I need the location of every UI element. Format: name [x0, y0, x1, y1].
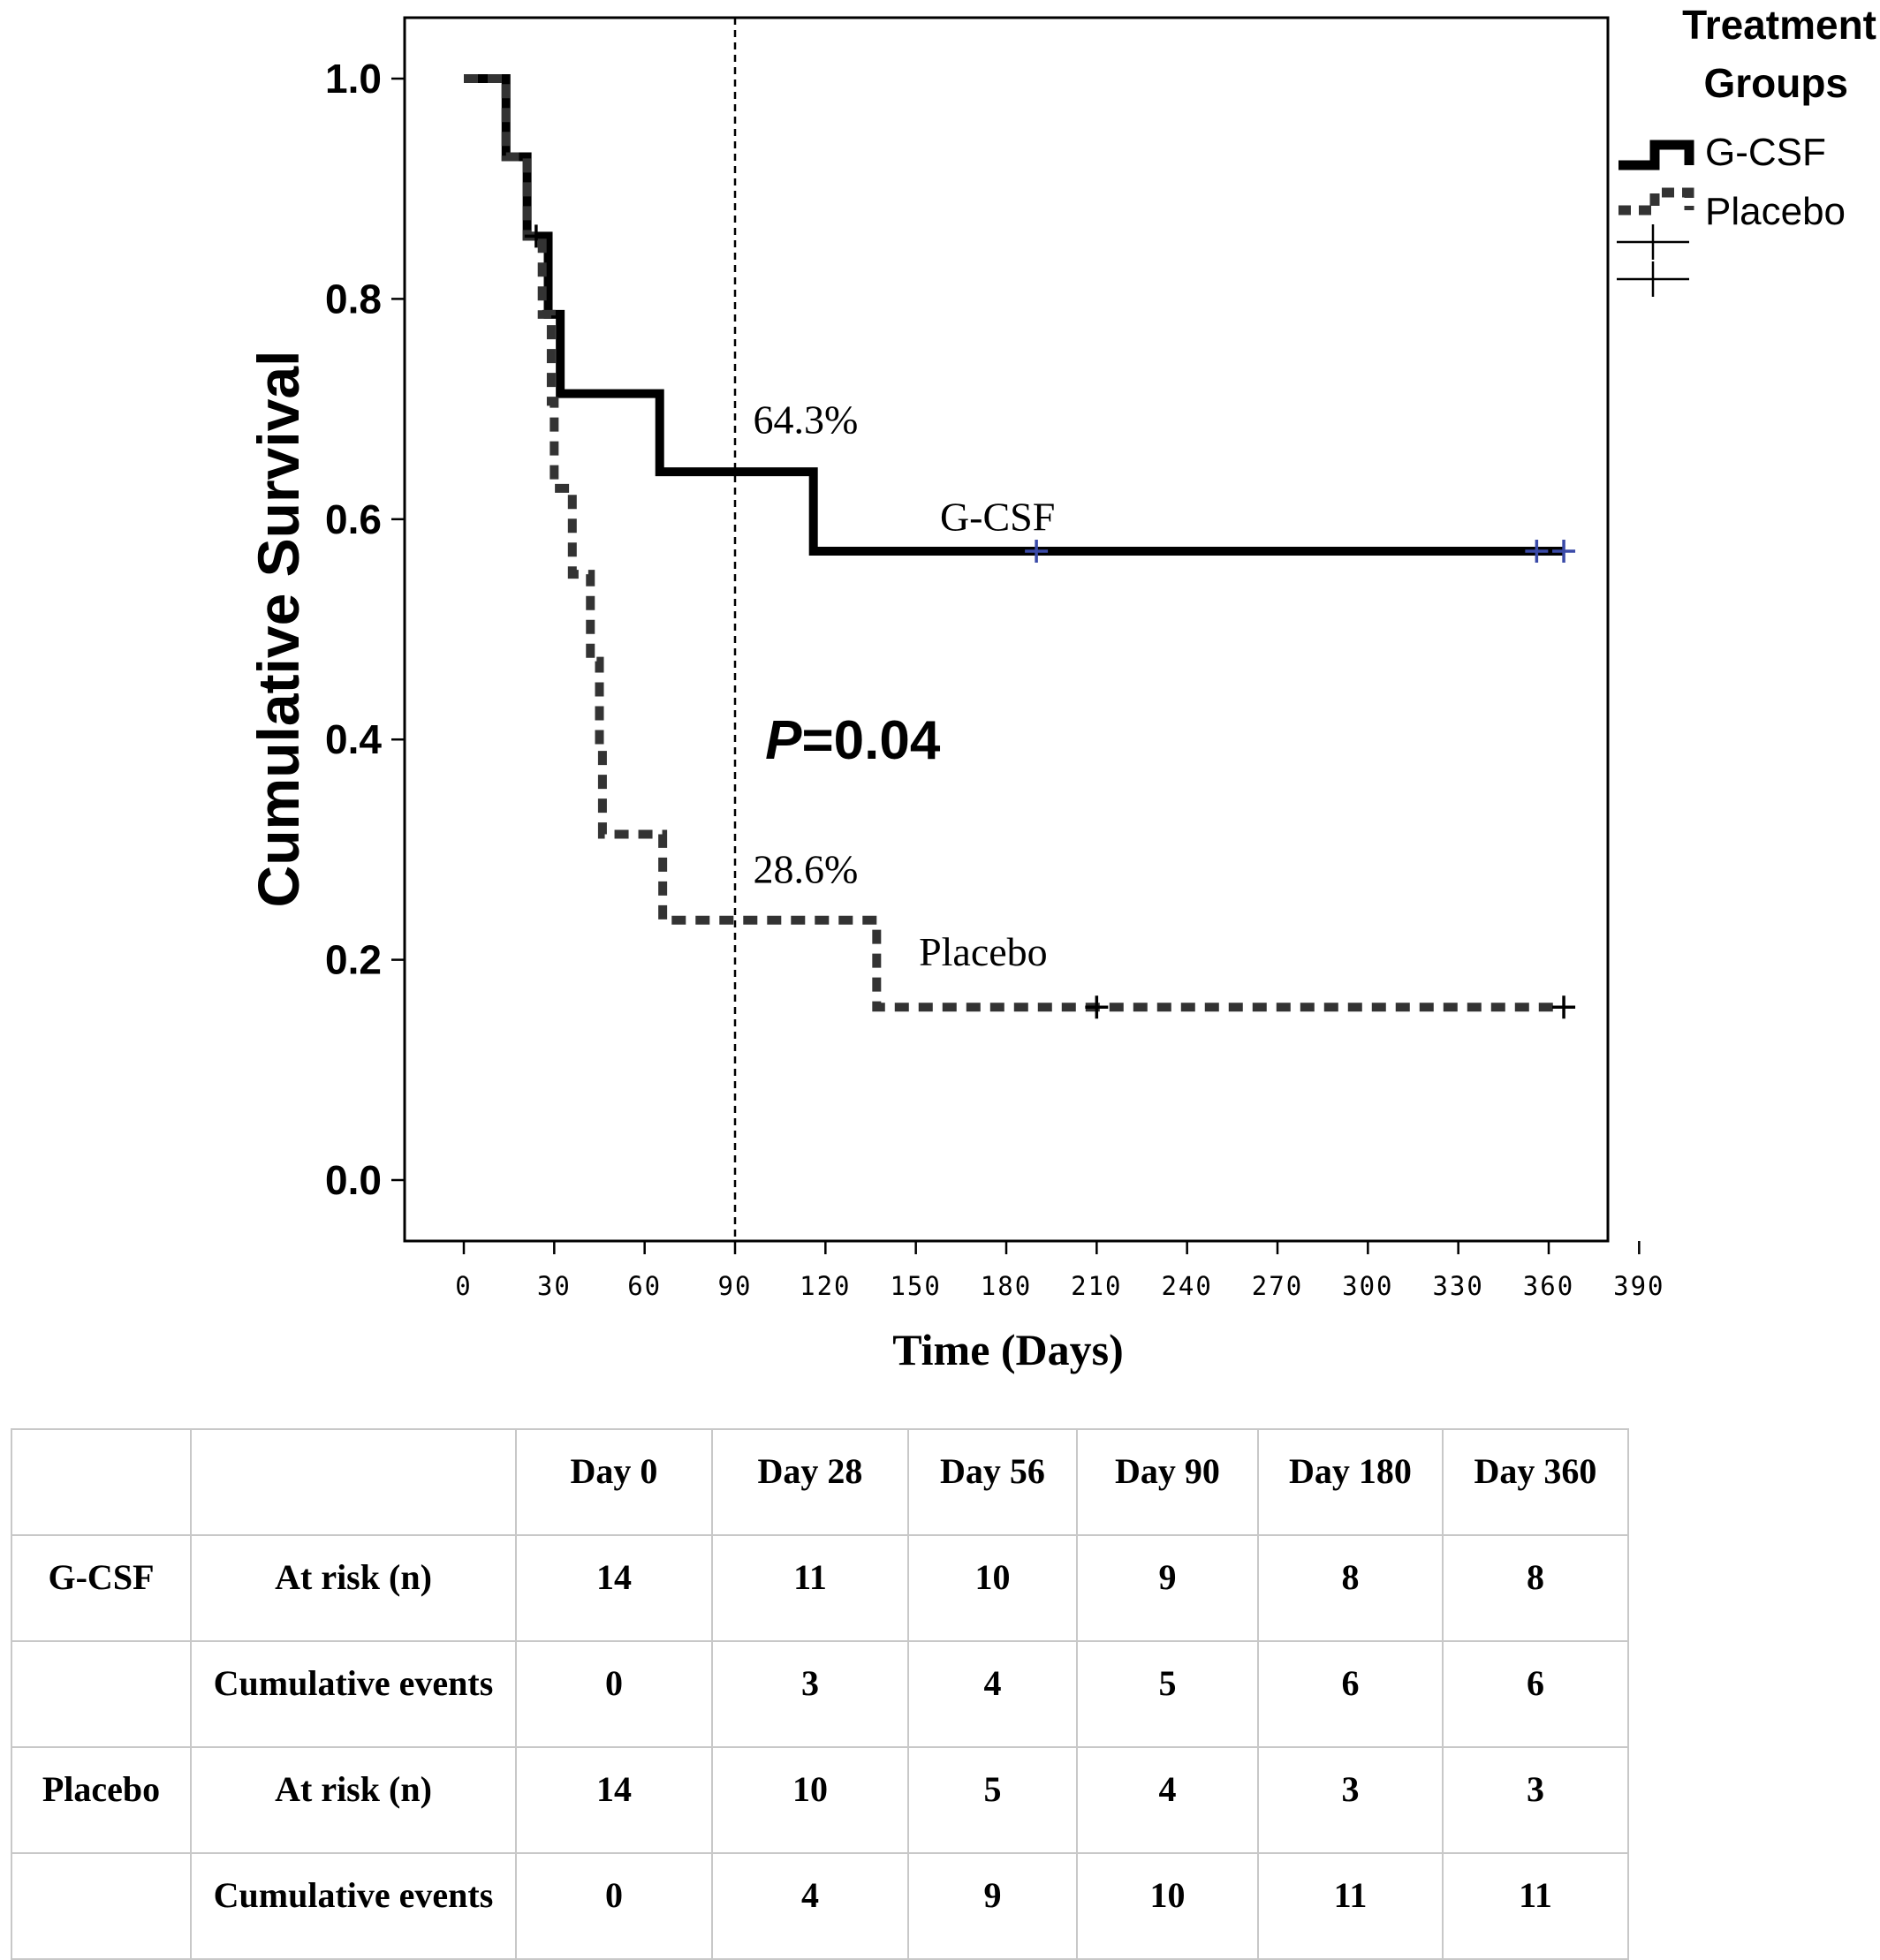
p-value-number: =0.04	[801, 710, 940, 771]
legend: Treatment Groups G-CSF Placebo	[1617, 2, 1876, 297]
header-cell: Day 180	[1257, 1428, 1444, 1536]
value-cell: 4	[711, 1852, 909, 1960]
header-cell: Day 0	[515, 1428, 713, 1536]
group-cell	[11, 1852, 192, 1960]
value-cell: 14	[515, 1746, 713, 1854]
censor-mark	[1085, 995, 1109, 1019]
value-cell: 0	[515, 1852, 713, 1960]
value-cell: 3	[711, 1640, 909, 1748]
x-tick-label: 150	[890, 1271, 941, 1301]
header-cell: Day 360	[1442, 1428, 1629, 1536]
plot-frame	[403, 16, 1610, 1243]
legend-title-line: Treatment	[1682, 2, 1876, 48]
header-cell	[11, 1428, 192, 1536]
x-tick-label: 210	[1071, 1271, 1122, 1301]
x-tick-label: 390	[1613, 1271, 1664, 1301]
series-line-g-csf	[464, 74, 1565, 556]
x-tick-label: 240	[1161, 1271, 1212, 1301]
x-tick-label: 300	[1342, 1271, 1393, 1301]
value-cell: 8	[1442, 1534, 1629, 1642]
censor-mark	[1525, 539, 1549, 563]
metric-cell: Cumulative events	[190, 1852, 517, 1960]
group-cell	[11, 1640, 192, 1748]
p-value-symbol: P	[765, 710, 802, 771]
value-cell: 0	[515, 1640, 713, 1748]
value-cell: 9	[907, 1852, 1078, 1960]
censor-mark	[1552, 539, 1576, 563]
value-cell: 5	[907, 1746, 1078, 1854]
value-cell: 9	[1076, 1534, 1259, 1642]
y-axis-label: Cumulative Survival	[246, 351, 311, 908]
value-cell: 4	[1076, 1746, 1259, 1854]
group-cell: G-CSF	[11, 1534, 192, 1642]
value-cell: 8	[1257, 1534, 1444, 1642]
x-tick-label: 180	[981, 1271, 1032, 1301]
metric-cell: Cumulative events	[190, 1640, 517, 1748]
value-cell: 11	[1442, 1852, 1629, 1960]
x-tick-label: 120	[800, 1271, 851, 1301]
value-cell: 10	[711, 1746, 909, 1854]
y-tick-label: 0.6	[325, 496, 382, 542]
table-header-row: Day 0 Day 28 Day 56 Day 90 Day 180 Day 3…	[11, 1428, 1629, 1536]
table-row: Cumulative events 0 4 9 10 11 11	[11, 1852, 1629, 1960]
header-cell: Day 28	[711, 1428, 909, 1536]
value-cell: 3	[1442, 1746, 1629, 1854]
value-cell: 10	[907, 1534, 1078, 1642]
km-chart: 0 30 60 90 120 150 180 210 240 270 300 330 360 390 0.0…	[246, 2, 1876, 1374]
p-value-label: P=0.04	[765, 710, 941, 771]
chart-annotation: 28.6%	[753, 846, 858, 891]
censor-mark	[1025, 539, 1049, 563]
x-tick-label: 330	[1432, 1271, 1483, 1301]
legend-swatch-g-csf	[1618, 140, 1694, 170]
x-tick-label: 270	[1252, 1271, 1303, 1301]
y-tick-label: 0.8	[325, 276, 382, 322]
chart-annotation: G-CSF	[940, 494, 1055, 539]
value-cell: 11	[711, 1534, 909, 1642]
legend-title-line: Groups	[1703, 60, 1848, 106]
header-cell: Day 56	[907, 1428, 1078, 1536]
value-cell: 11	[1257, 1852, 1444, 1960]
legend-censor-mark	[1617, 261, 1689, 297]
header-cell: Day 90	[1076, 1428, 1259, 1536]
table-row: Cumulative events 0 3 4 5 6 6	[11, 1640, 1629, 1748]
metric-cell: At risk (n)	[190, 1746, 517, 1854]
legend-label-g-csf: G-CSF	[1705, 131, 1826, 174]
y-tick-label: 0.0	[325, 1157, 382, 1203]
legend-swatch-placebo	[1618, 187, 1694, 216]
x-axis-label: Time (Days)	[892, 1325, 1124, 1374]
group-cell: Placebo	[11, 1746, 192, 1854]
table-row: Placebo At risk (n) 14 10 5 4 3 3	[11, 1746, 1629, 1854]
x-tick-label: 0	[455, 1271, 472, 1301]
chart-annotation: 64.3%	[753, 397, 858, 443]
header-cell	[190, 1428, 517, 1536]
x-tick-label: 30	[537, 1271, 572, 1301]
legend-label-placebo: Placebo	[1705, 190, 1846, 233]
value-cell: 4	[907, 1640, 1078, 1748]
y-tick-label: 1.0	[325, 56, 382, 102]
metric-cell: At risk (n)	[190, 1534, 517, 1642]
table-row: G-CSF At risk (n) 14 11 10 9 8 8	[11, 1534, 1629, 1642]
x-tick-label: 360	[1523, 1271, 1574, 1301]
x-tick-label: 60	[627, 1271, 662, 1301]
y-tick-label: 0.2	[325, 937, 382, 983]
legend-censor-mark	[1617, 224, 1689, 260]
risk-table: Day 0 Day 28 Day 56 Day 90 Day 180 Day 3…	[11, 1428, 1629, 1960]
value-cell: 14	[515, 1534, 713, 1642]
x-tick-label: 90	[718, 1271, 753, 1301]
value-cell: 3	[1257, 1746, 1444, 1854]
series-line-placebo	[464, 74, 1565, 1012]
censor-mark	[524, 224, 548, 248]
value-cell: 6	[1257, 1640, 1444, 1748]
value-cell: 5	[1076, 1640, 1259, 1748]
y-tick-label: 0.4	[325, 716, 382, 762]
censor-mark	[1552, 995, 1576, 1019]
value-cell: 6	[1442, 1640, 1629, 1748]
value-cell: 10	[1076, 1852, 1259, 1960]
chart-annotation: Placebo	[919, 929, 1048, 974]
